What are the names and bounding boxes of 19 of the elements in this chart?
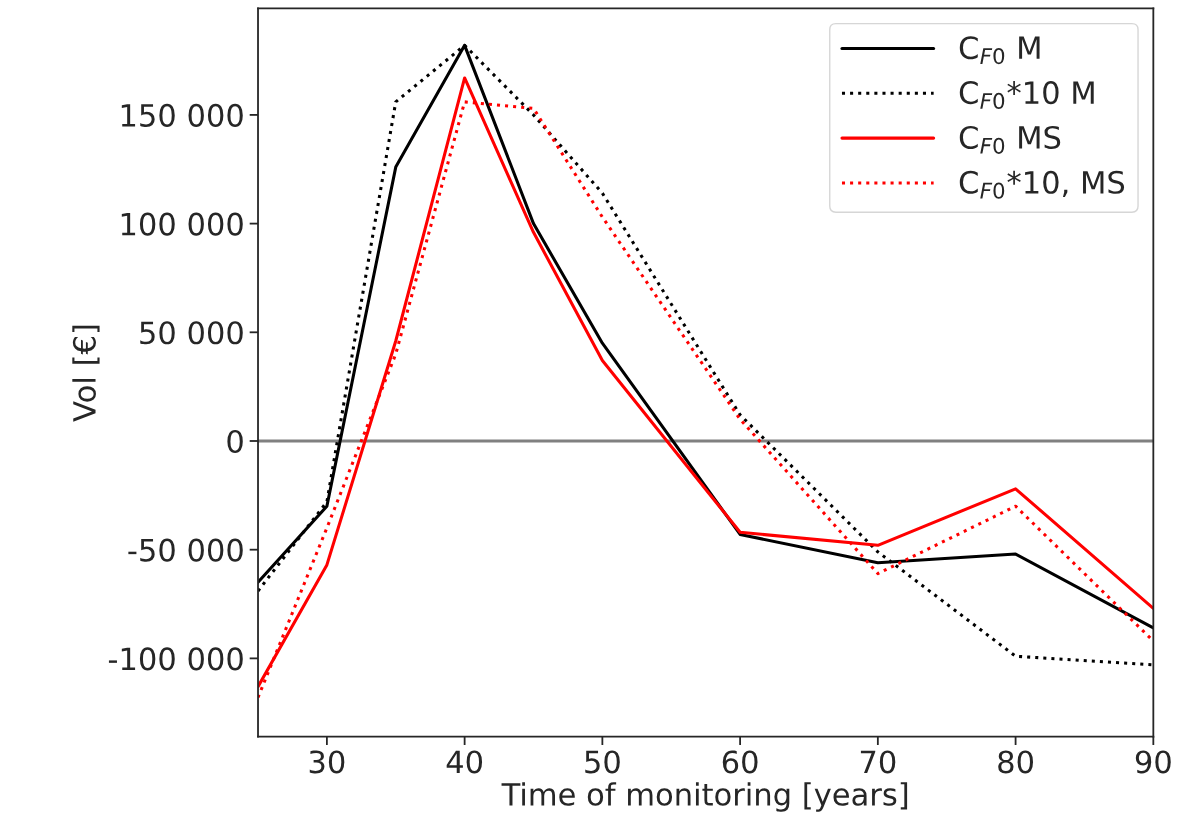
x-tick-label: 30 (309, 750, 345, 774)
x-tick-label: 80 (998, 750, 1033, 774)
x-tick-label: 60 (722, 750, 758, 774)
x-tick-label: 90 (1135, 750, 1171, 774)
x-axis-title: Time of monitoring [years] (501, 782, 908, 812)
y-axis-title: Vol [€] (72, 325, 100, 422)
legend-label: C$_{F0}$ MS (959, 125, 1061, 154)
legend-label: C$_{F0}$*10, MS (959, 170, 1125, 199)
y-tick-label: 50 000 (140, 321, 243, 345)
y-tick-label: -100 000 (108, 647, 243, 671)
x-tick-label: 40 (446, 750, 483, 774)
y-tick-label: 100 000 (121, 212, 243, 236)
y-tick-label: -50 000 (128, 538, 243, 562)
y-tick-label: 0 (227, 429, 243, 454)
legend-label: C$_{F0}$ M (959, 36, 1040, 65)
x-tick-label: 50 (585, 750, 620, 774)
y-tick-label: 150 000 (121, 103, 243, 127)
x-tick-label: 70 (860, 750, 896, 774)
legend-label: C$_{F0}$*10 M (959, 81, 1094, 110)
